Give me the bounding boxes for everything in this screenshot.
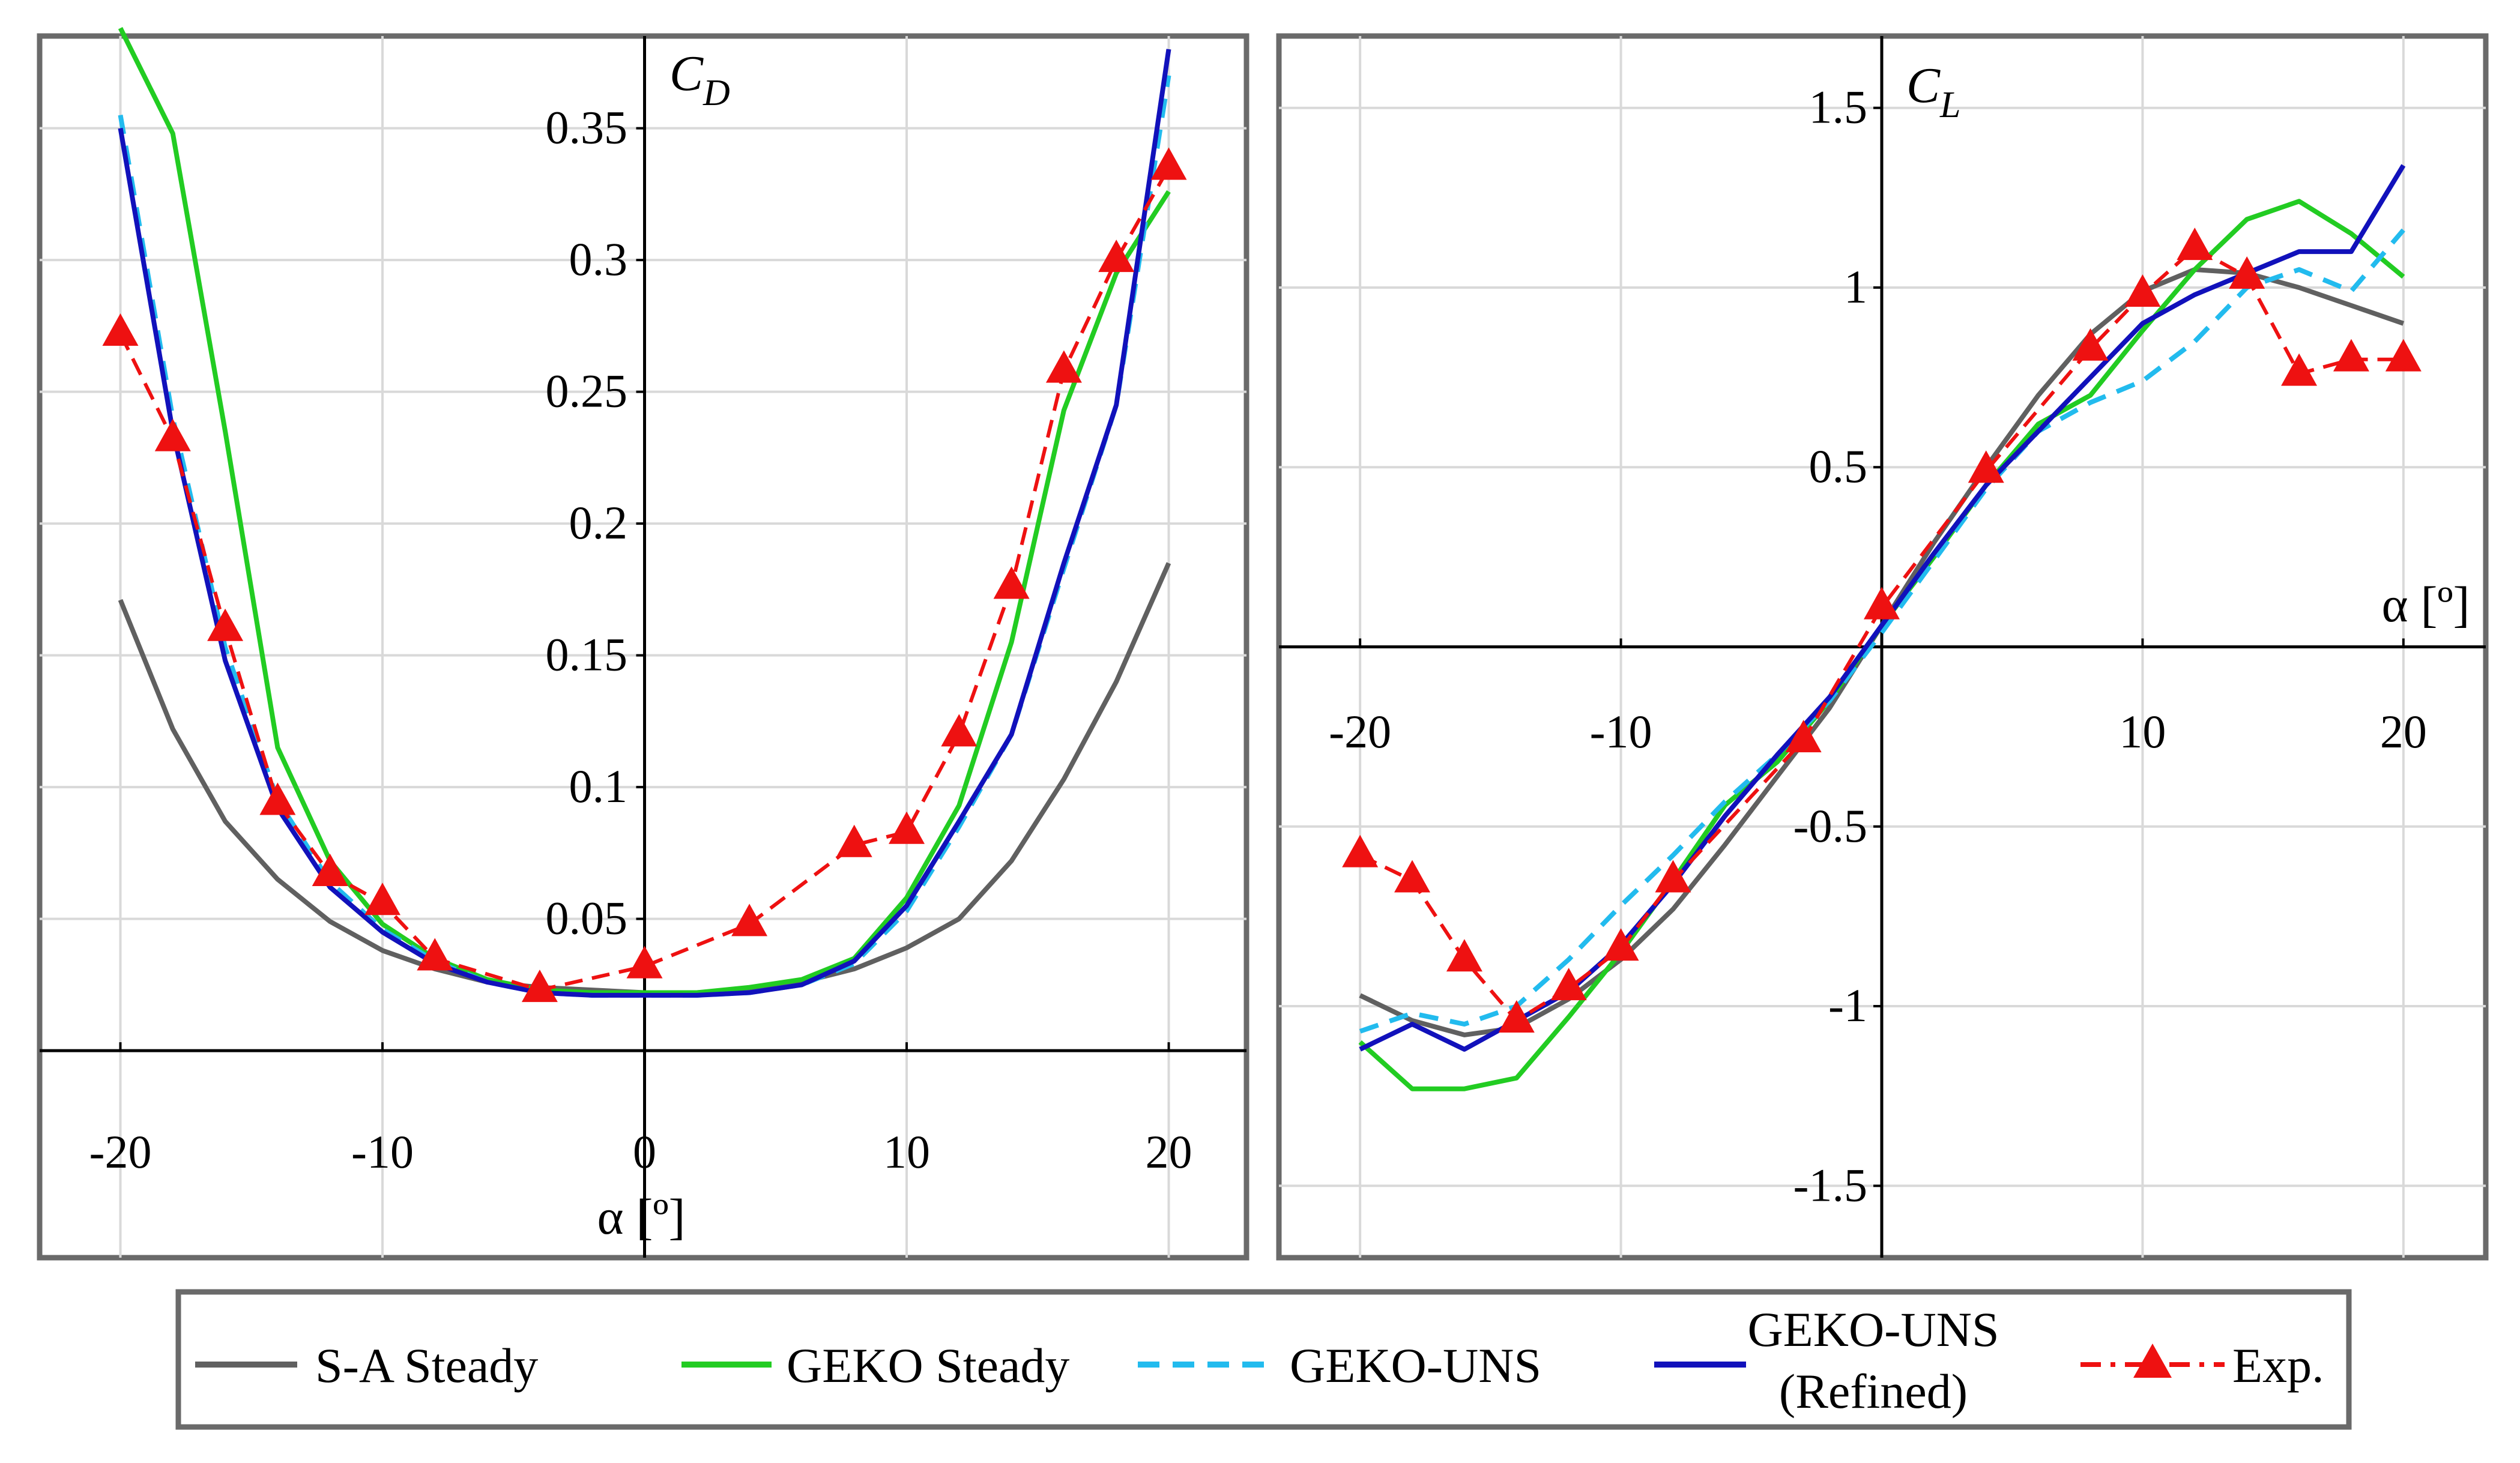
lift-x-tick-label: -10: [1590, 705, 1652, 758]
drag-exp-marker: [102, 313, 139, 346]
drag-x-tick-label: 10: [883, 1126, 930, 1178]
drag-chart-series: [102, 27, 1187, 1003]
drag-x-tick-label: -20: [89, 1126, 151, 1178]
lift-y-tick-label: -1: [1828, 979, 1867, 1031]
lift-exp-marker: [1864, 587, 1900, 620]
lift-exp-marker: [2177, 228, 2213, 261]
drag-y-tick-label: 0.1: [569, 760, 628, 812]
drag-exp-marker: [626, 946, 663, 979]
lift-exp-marker: [2072, 328, 2109, 361]
lift-exp-marker: [1785, 720, 1822, 753]
drag-exp-marker: [1150, 147, 1187, 180]
drag-exp-marker: [941, 714, 977, 747]
legend-entry-geko-uns: GEKO-UNS: [1138, 1338, 1541, 1393]
lift-series-exp: [1359, 246, 2404, 1022]
drag-y-tick-label: 0.05: [546, 892, 628, 944]
drag-chart-tick-labels: 0.05 0.1 0.15 0.2 0.25 0.3 0.35 -20 -10 0 10 20: [89, 101, 1192, 1178]
lift-x-tick-label: -20: [1329, 705, 1391, 758]
lift-exp-marker: [2385, 339, 2422, 372]
legend-label-geko-uns-refined: GEKO-UNS: [1747, 1302, 1999, 1357]
lift-exp-marker: [1342, 834, 1379, 867]
drag-exp-marker: [836, 824, 872, 857]
drag-y-tick-label: 0.35: [546, 101, 628, 154]
lift-exp-marker: [2281, 353, 2318, 386]
lift-exp-marker: [1446, 939, 1482, 972]
drag-coefficient-chart: 0.05 0.1 0.15 0.2 0.25 0.3 0.35 -20 -10 0 10 20 α […: [37, 27, 1249, 1261]
lift-exp-marker: [2124, 274, 2161, 307]
drag-exp-marker: [889, 811, 925, 844]
lift-y-tick-label: 1: [1844, 261, 1867, 313]
legend-entry-exp: Exp.: [2080, 1338, 2324, 1393]
lift-x-tick-label: 20: [2380, 705, 2427, 758]
lift-exp-marker: [1394, 860, 1431, 893]
legend-label-sa-steady: S-A Steady: [315, 1338, 538, 1393]
legend-marker-exp: [2133, 1344, 2172, 1378]
lift-exp-marker: [1550, 968, 1587, 1001]
drag-series-exp: [118, 167, 1171, 992]
drag-exp-marker: [731, 903, 768, 937]
lift-exp-marker: [2333, 339, 2369, 372]
lift-chart-y-axis-title: CL: [1906, 58, 1961, 125]
lift-y-tick-label: 1.5: [1809, 81, 1868, 133]
legend-label-geko-uns: GEKO-UNS: [1290, 1338, 1541, 1393]
drag-chart-x-axis-title: α [º]: [597, 1189, 686, 1245]
drag-exp-marker: [1098, 240, 1135, 273]
legend-entry-geko-uns-refined: GEKO-UNS (Refined): [1654, 1302, 1999, 1419]
legend-entry-geko-steady: GEKO Steady: [681, 1338, 1069, 1393]
lift-coefficient-chart: -1.5 -1 -0.5 0.5 1 1.5 -20 -10 10 20 α [º] CL: [1276, 33, 2489, 1261]
legend-entry-sa-steady: S-A Steady: [195, 1338, 538, 1393]
lift-exp-marker: [1603, 928, 1639, 961]
drag-y-tick-label: 0.15: [546, 629, 628, 681]
drag-x-tick-label: 20: [1146, 1126, 1192, 1178]
drag-exp-marker: [259, 782, 296, 815]
drag-y-tick-label: 0.3: [569, 233, 628, 285]
lift-x-tick-label: 10: [2119, 705, 2166, 758]
drag-x-tick-label: -10: [351, 1126, 414, 1178]
drag-y-tick-label: 0.25: [546, 365, 628, 417]
lift-exp-marker: [1498, 1000, 1535, 1033]
drag-y-tick-label: 0.2: [569, 496, 628, 549]
drag-chart-y-axis-title: CD: [669, 46, 730, 113]
lift-series-geko-uns: [1359, 228, 2405, 1034]
drag-series-geko-uns-refined: [118, 49, 1171, 998]
lift-y-tick-label: -0.5: [1793, 800, 1867, 852]
lift-y-tick-label: -1.5: [1793, 1159, 1867, 1211]
legend-label-exp: Exp.: [2232, 1338, 2324, 1393]
legend: S-A Steady GEKO Steady GEKO-UNS GEKO-UNS…: [175, 1289, 2352, 1430]
lift-exp-marker: [1968, 450, 2004, 483]
legend-label-geko-uns-refined-line2: (Refined): [1779, 1364, 1968, 1419]
drag-exp-marker: [154, 418, 191, 451]
drag-chart-axes: [40, 36, 1246, 1258]
lift-exp-marker: [1655, 860, 1691, 893]
legend-frame: [175, 1289, 2352, 1430]
lift-exp-marker: [2229, 256, 2265, 289]
lift-chart-x-axis-title: α [º]: [2382, 577, 2470, 633]
drag-exp-marker: [364, 882, 400, 916]
drag-exp-marker: [312, 853, 348, 886]
drag-exp-marker: [993, 566, 1030, 599]
drag-exp-marker: [417, 938, 453, 971]
lift-y-tick-label: 0.5: [1809, 440, 1868, 492]
drag-exp-marker: [521, 970, 558, 1003]
drag-series-geko-steady: [118, 27, 1171, 995]
drag-exp-marker: [1045, 350, 1082, 383]
legend-label-geko-steady: GEKO Steady: [787, 1338, 1069, 1393]
drag-x-tick-label: 0: [633, 1126, 656, 1178]
lift-chart-series: [1342, 164, 2422, 1091]
drag-exp-marker: [207, 608, 244, 641]
lift-chart-tick-labels: -1.5 -1 -0.5 0.5 1 1.5 -20 -10 10 20: [1329, 81, 2427, 1211]
lift-chart-axes: [1279, 36, 2486, 1258]
